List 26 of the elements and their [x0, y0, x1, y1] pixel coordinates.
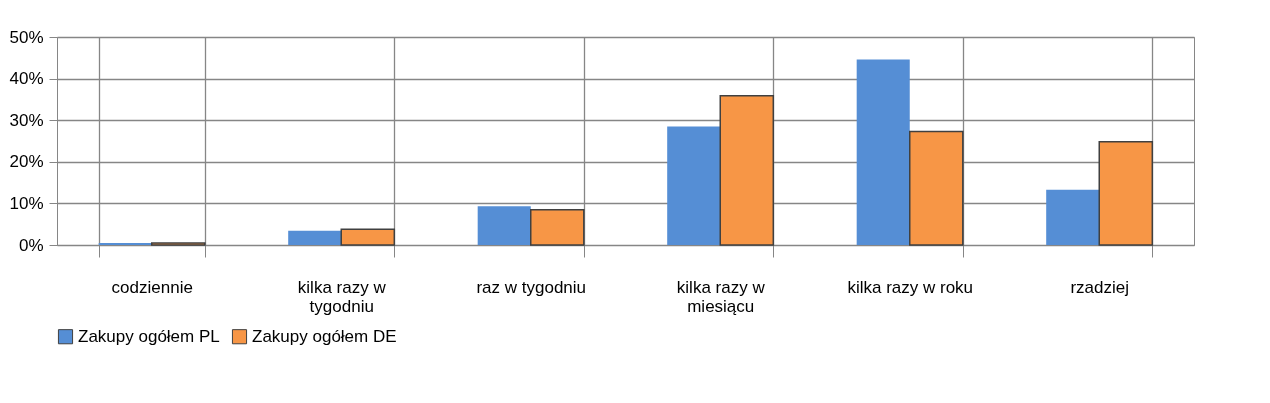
x-tick-label: kilka razy w tygodniu: [297, 277, 387, 316]
y-tick-label: 0%: [18, 235, 44, 255]
bar: [98, 242, 152, 245]
bar: [530, 208, 585, 246]
bar: [909, 130, 964, 246]
x-tick-label: kilka razy w roku: [847, 277, 974, 297]
x-tick-label: raz w tygodniu: [476, 277, 587, 297]
bar: [477, 206, 531, 245]
bar: [1098, 141, 1154, 246]
legend-label: Zakupy ogółem PL: [78, 326, 220, 346]
x-tick-label: rzadziej: [1070, 277, 1130, 297]
x-tick-label: codziennie: [111, 277, 193, 297]
y-tick-label: 40%: [9, 69, 44, 89]
bar: [719, 94, 775, 246]
bar: [1046, 189, 1100, 245]
x-tick-label: kilka razy w miesiącu: [676, 277, 766, 316]
bar: [151, 242, 206, 246]
legend-label: Zakupy ogółem DE: [252, 326, 397, 346]
y-tick-label: 20%: [9, 152, 44, 172]
y-tick-label: 10%: [9, 193, 44, 213]
bar: [667, 126, 721, 245]
bar: [856, 59, 910, 245]
y-tick-label: 50%: [9, 27, 44, 47]
bar: [288, 230, 342, 245]
y-tick-label: 30%: [9, 110, 44, 130]
bar: [340, 228, 396, 246]
